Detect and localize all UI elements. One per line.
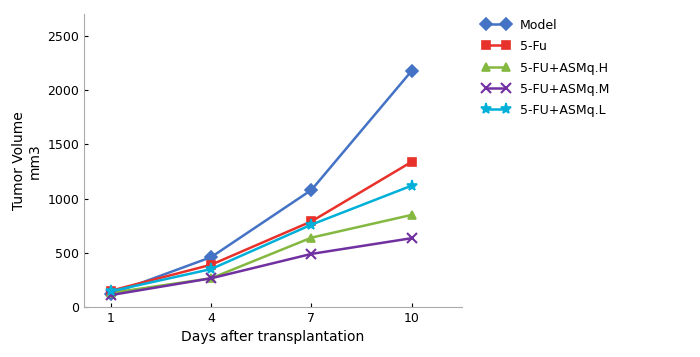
5-FU+ASMq.M — [207, 276, 216, 281]
5-Fu — [407, 160, 416, 164]
5-FU+ASMq.M — [106, 293, 115, 297]
5-FU+ASMq.L — [407, 183, 416, 188]
Line: 5-FU+ASMq.M: 5-FU+ASMq.M — [106, 233, 416, 300]
5-Fu — [106, 288, 115, 293]
Model — [407, 69, 416, 73]
Line: 5-FU+ASMq.H: 5-FU+ASMq.H — [106, 211, 416, 297]
5-FU+ASMq.H — [307, 236, 316, 240]
Y-axis label: Tumor Volume
mm3: Tumor Volume mm3 — [11, 111, 42, 210]
5-FU+ASMq.H — [207, 276, 216, 281]
5-Fu — [207, 263, 216, 267]
5-FU+ASMq.L — [207, 267, 216, 271]
Line: 5-Fu: 5-Fu — [106, 157, 416, 295]
5-FU+ASMq.L — [307, 222, 316, 227]
5-FU+ASMq.L — [106, 289, 115, 293]
Legend: Model, 5-Fu, 5-FU+ASMq.H, 5-FU+ASMq.M, 5-FU+ASMq.L: Model, 5-Fu, 5-FU+ASMq.H, 5-FU+ASMq.M, 5… — [477, 14, 614, 122]
Line: 5-FU+ASMq.L: 5-FU+ASMq.L — [105, 180, 417, 297]
5-Fu — [307, 219, 316, 223]
Model — [307, 188, 316, 192]
X-axis label: Days after transplantation: Days after transplantation — [181, 331, 365, 345]
5-FU+ASMq.H — [407, 213, 416, 217]
5-FU+ASMq.M — [407, 236, 416, 240]
5-FU+ASMq.M — [307, 252, 316, 256]
Model — [106, 292, 115, 296]
Line: Model: Model — [106, 66, 416, 298]
Model — [207, 255, 216, 259]
5-FU+ASMq.H — [106, 291, 115, 295]
